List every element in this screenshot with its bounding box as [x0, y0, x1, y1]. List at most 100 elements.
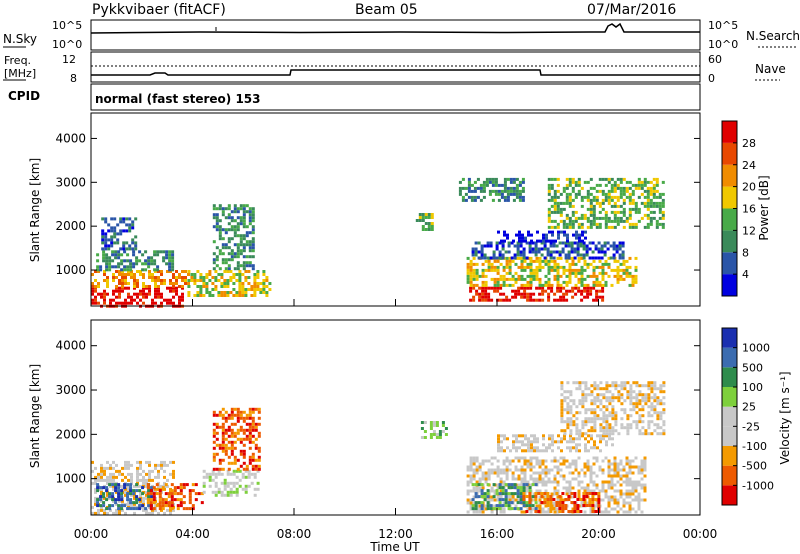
power-cell: [430, 225, 434, 228]
velocity-cell: [510, 492, 514, 496]
velocity-cell: [505, 468, 509, 472]
power-cell: [613, 274, 617, 278]
velocity-cell: [538, 507, 542, 511]
velocity-cell: [478, 507, 482, 511]
power-cell: [521, 186, 525, 190]
power-cell: [607, 216, 611, 220]
power-cell: [160, 282, 163, 285]
power-cell: [119, 247, 123, 251]
power-cell: [153, 253, 157, 257]
velocity-cell: [160, 460, 163, 464]
velocity-cell: [608, 411, 612, 415]
power-cell: [592, 286, 596, 290]
power-cell: [102, 259, 106, 263]
velocity-cell: [581, 402, 585, 406]
power-cell: [520, 256, 524, 260]
power-cell: [613, 268, 617, 272]
power-cell: [604, 219, 608, 223]
power-cell: [265, 279, 269, 282]
power-cell: [606, 241, 610, 245]
velocity-cell: [429, 421, 433, 424]
power-cell: [517, 286, 521, 290]
power-cell: [604, 216, 608, 220]
velocity-cell: [496, 483, 500, 487]
power-cell: [256, 282, 260, 285]
power-cell: [193, 294, 197, 297]
power-cell: [503, 195, 507, 199]
power-cell: [556, 262, 560, 266]
velocity-cell: [656, 411, 660, 415]
power-cell: [559, 213, 563, 217]
velocity-cell: [610, 462, 614, 466]
power-cell: [580, 271, 584, 275]
power-cell: [547, 280, 551, 284]
power-cell: [535, 271, 539, 275]
velocity-cell: [120, 498, 124, 502]
velocity-cell: [145, 484, 148, 488]
velocity-cell: [217, 469, 221, 473]
power-cell: [566, 233, 569, 237]
power-cell: [506, 192, 510, 196]
velocity-cell: [236, 416, 240, 420]
velocity-cell: [523, 480, 527, 484]
power-colorbar-swatch: [722, 230, 737, 253]
power-cell: [506, 236, 509, 240]
power-cell: [251, 240, 255, 244]
power-cell: [535, 298, 539, 302]
power-cell: [637, 210, 641, 214]
power-cell: [253, 273, 257, 276]
velocity-cell: [527, 440, 530, 444]
velocity-cell: [257, 467, 261, 471]
velocity-cell: [507, 483, 511, 487]
power-cell: [600, 247, 604, 251]
power-cell: [547, 298, 551, 302]
power-cell: [115, 295, 118, 299]
power-cell: [595, 289, 599, 293]
power-cell: [123, 259, 127, 263]
power-cell: [603, 241, 607, 245]
velocity-cell: [497, 437, 500, 441]
power-cell: [518, 183, 522, 187]
velocity-cell: [542, 443, 545, 447]
velocity-cell: [586, 483, 590, 487]
power-cell: [488, 192, 492, 196]
velocity-cell: [472, 486, 476, 490]
power-cell: [238, 273, 242, 276]
velocity-cell: [172, 472, 175, 476]
velocity-cell: [530, 443, 533, 447]
power-cell: [513, 256, 517, 260]
velocity-cell: [230, 416, 234, 420]
power-cell: [553, 219, 557, 223]
velocity-cell: [435, 421, 439, 424]
power-cell: [583, 295, 587, 299]
velocity-cell: [541, 468, 545, 472]
power-cell: [217, 273, 221, 276]
power-cell: [547, 271, 551, 275]
power-cell: [154, 279, 157, 282]
power-cell: [631, 274, 635, 278]
velocity-cell: [548, 443, 551, 447]
power-cell: [516, 250, 520, 254]
velocity-cell: [544, 483, 548, 487]
velocity-cell: [227, 467, 231, 471]
velocity-cell: [191, 483, 195, 487]
velocity-cell: [145, 481, 148, 485]
power-cell: [547, 295, 551, 299]
power-cell: [559, 192, 563, 196]
power-cell: [91, 282, 94, 285]
velocity-cell: [563, 399, 567, 403]
velocity-cell: [561, 510, 565, 513]
velocity-cell: [146, 498, 150, 502]
velocity-cell: [514, 477, 518, 481]
power-cell: [567, 244, 571, 248]
velocity-cell: [629, 402, 633, 406]
power-cell: [586, 189, 590, 193]
velocity-cell: [590, 426, 594, 430]
power-cell: [610, 189, 614, 193]
velocity-cell: [105, 498, 109, 502]
velocity-cell: [587, 434, 590, 438]
power-cell: [556, 189, 560, 193]
power-cell: [248, 249, 252, 253]
velocity-cell: [556, 510, 560, 514]
